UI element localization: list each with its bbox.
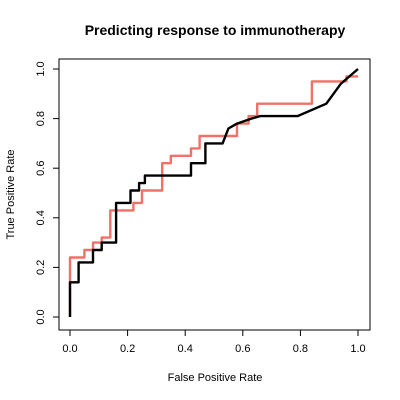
roc-curve-2: [68, 68, 359, 317]
x-tick-label: 0.4: [178, 343, 193, 355]
y-tick-label: 0.0: [35, 309, 47, 324]
x-axis: 0.0 0.2 0.4 0.6 0.8 1.0: [62, 330, 366, 355]
roc-curve-1: [68, 75, 358, 317]
x-tick-label: 0.6: [235, 343, 250, 355]
chart-title: Predicting response to immunotherapy: [85, 22, 346, 38]
y-tick-label: 0.6: [35, 161, 47, 176]
x-axis-label: False Positive Rate: [168, 372, 263, 384]
x-tick-label: 0.8: [293, 343, 308, 355]
y-tick-label: 0.8: [35, 111, 47, 126]
x-tick-label: 1.0: [350, 343, 365, 355]
y-tick-label: 0.2: [35, 260, 47, 275]
x-tick-label: 0.2: [120, 343, 135, 355]
curves: [68, 68, 359, 317]
y-axis-label: True Positive Rate: [5, 149, 17, 239]
y-tick-label: 1.0: [35, 61, 47, 76]
plot-frame: [58, 58, 371, 331]
y-tick-label: 0.4: [35, 210, 47, 225]
y-axis: 0.0 0.2 0.4 0.6 0.8 1.0: [35, 61, 59, 325]
x-tick-label: 0.0: [62, 343, 77, 355]
